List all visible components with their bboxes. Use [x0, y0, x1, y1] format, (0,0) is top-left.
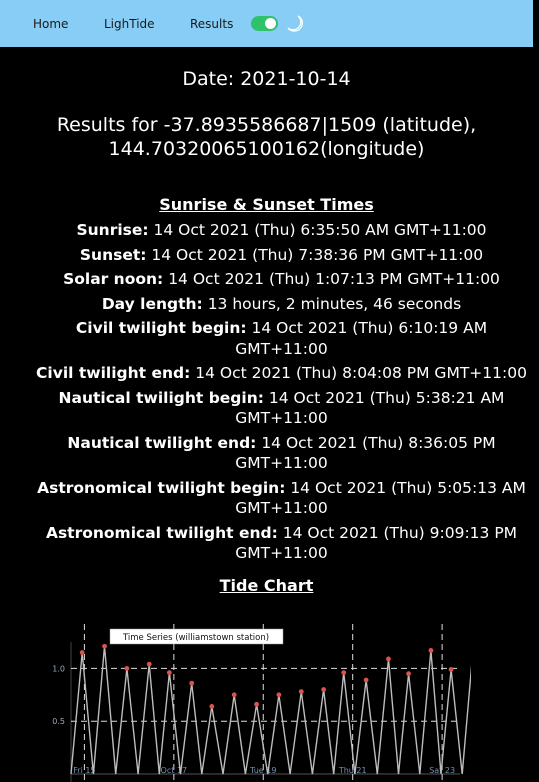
nav-lightide-link[interactable]: LighTide	[104, 17, 155, 31]
tide-high-point	[146, 661, 152, 667]
time-value: 14 Oct 2021 (Thu) 6:35:50 AM GMT+11:00	[148, 221, 487, 239]
time-label: Nautical twilight begin:	[58, 388, 264, 407]
tide-high-point	[166, 670, 172, 676]
tide-high-point	[321, 687, 327, 692]
tide-high-point	[276, 692, 282, 698]
sun-times-list: Sunrise: 14 Oct 2021 (Thu) 6:35:50 AM GM…	[30, 220, 533, 568]
tide-high-point	[124, 666, 130, 671]
time-row-sunset: Sunset: 14 Oct 2021 (Thu) 7:38:36 PM GMT…	[30, 245, 533, 266]
time-value: 14 Oct 2021 (Thu) 5:38:21 AM GMT+11:00	[235, 388, 505, 428]
time-label: Civil twilight end:	[36, 364, 191, 382]
tide-high-point	[209, 704, 215, 709]
time-label: Solar noon:	[63, 270, 164, 288]
time-row-day-length: Day length: 13 hours, 2 minutes, 46 seco…	[30, 294, 533, 315]
x-tick-label: Tue 19	[249, 766, 276, 775]
tide-high-point	[428, 648, 434, 653]
nav-results-link[interactable]: Results	[190, 17, 234, 31]
time-value: 14 Oct 2021 (Thu) 7:38:36 PM GMT+11:00	[146, 245, 484, 264]
time-row-astronomical-begin: Astronomical twilight begin: 14 Oct 2021…	[30, 478, 533, 519]
tide-high-point	[341, 670, 347, 676]
results-line-coordinates: Results for -37.8935586687|1509 (latitud…	[56, 114, 477, 136]
time-label: Day length:	[101, 294, 203, 313]
time-value: 14 Oct 2021 (Thu) 5:05:13 AM GMT+11:00	[235, 478, 526, 518]
sun-section-title: Sunrise & Sunset Times	[159, 195, 374, 214]
tide-high-point	[386, 656, 391, 662]
date-heading: Date: 2021-10-14	[182, 68, 351, 90]
x-tick-label: Thu 21	[338, 766, 367, 775]
tide-high-point	[363, 677, 369, 683]
time-label: Sunset:	[79, 245, 147, 264]
time-row-astronomical-end: Astronomical twilight end: 14 Oct 2021 (…	[30, 523, 533, 564]
time-row-solar-noon: Solar noon: 14 Oct 2021 (Thu) 1:07:13 PM…	[30, 269, 533, 290]
time-label: Civil twilight begin:	[75, 319, 247, 337]
tide-high-point	[79, 650, 85, 655]
time-row-civil-end: Civil twilight end: 14 Oct 2021 (Thu) 8:…	[30, 363, 533, 384]
nav-home-link[interactable]: Home	[33, 17, 69, 31]
time-value: 14 Oct 2021 (Thu) 8:36:05 PM GMT+11:00	[235, 433, 496, 473]
moon-icon	[287, 15, 303, 32]
time-value: 14 Oct 2021 (Thu) 6:10:19 AM GMT+11:00	[235, 319, 488, 358]
time-row-civil-begin: Civil twilight begin: 14 Oct 2021 (Thu) …	[30, 318, 533, 359]
navbar: Home LighTide Results	[0, 0, 533, 47]
time-value: 13 hours, 2 minutes, 46 seconds	[202, 294, 462, 313]
time-row-nautical-begin: Nautical twilight begin: 14 Oct 2021 (Th…	[30, 388, 533, 429]
x-tick-label: Sat 23	[429, 766, 455, 775]
results-line-longitude: 144.70320065100162(longitude)	[108, 138, 425, 160]
results-heading: Results for -37.8935586687|1509 (latitud…	[0, 113, 533, 161]
tide-series-line	[70, 646, 471, 775]
tide-high-point	[254, 701, 259, 707]
tide-section-title: Tide Chart	[219, 576, 314, 595]
y-tick-label: 1.0	[52, 664, 65, 673]
time-value: 14 Oct 2021 (Thu) 8:04:08 PM GMT+11:00	[190, 364, 527, 382]
chart-title-box	[109, 628, 284, 645]
toggle-knob	[265, 18, 276, 29]
tide-high-point	[448, 667, 454, 672]
theme-toggle[interactable]	[251, 16, 278, 31]
y-tick-label: 0.5	[52, 717, 65, 726]
time-label: Nautical twilight end:	[67, 433, 257, 452]
time-row-sunrise: Sunrise: 14 Oct 2021 (Thu) 6:35:50 AM GM…	[30, 220, 533, 241]
tide-chart[interactable]: 0.5 1.0 Fri 15 Oct 17 Tue 19 Thu 21 Sat 23 Time…	[43, 624, 471, 782]
tide-high-point	[406, 671, 411, 677]
time-value: 14 Oct 2021 (Thu) 9:09:13 PM GMT+11:00	[235, 523, 518, 563]
tide-high-point	[231, 692, 237, 698]
time-value: 14 Oct 2021 (Thu) 1:07:13 PM GMT+11:00	[163, 270, 500, 288]
tide-high-point	[298, 689, 304, 695]
x-tick-label: Oct 17	[161, 766, 188, 775]
time-label: Astronomical twilight end:	[45, 523, 278, 542]
time-label: Astronomical twilight begin:	[37, 478, 286, 497]
tide-high-point	[102, 643, 107, 649]
tide-high-point	[189, 680, 195, 686]
x-tick-label: Fri 15	[73, 766, 95, 775]
time-label: Sunrise:	[76, 221, 149, 239]
time-row-nautical-end: Nautical twilight end: 14 Oct 2021 (Thu)…	[30, 433, 533, 474]
chart-title: Time Series (williamstown station)	[122, 633, 269, 643]
